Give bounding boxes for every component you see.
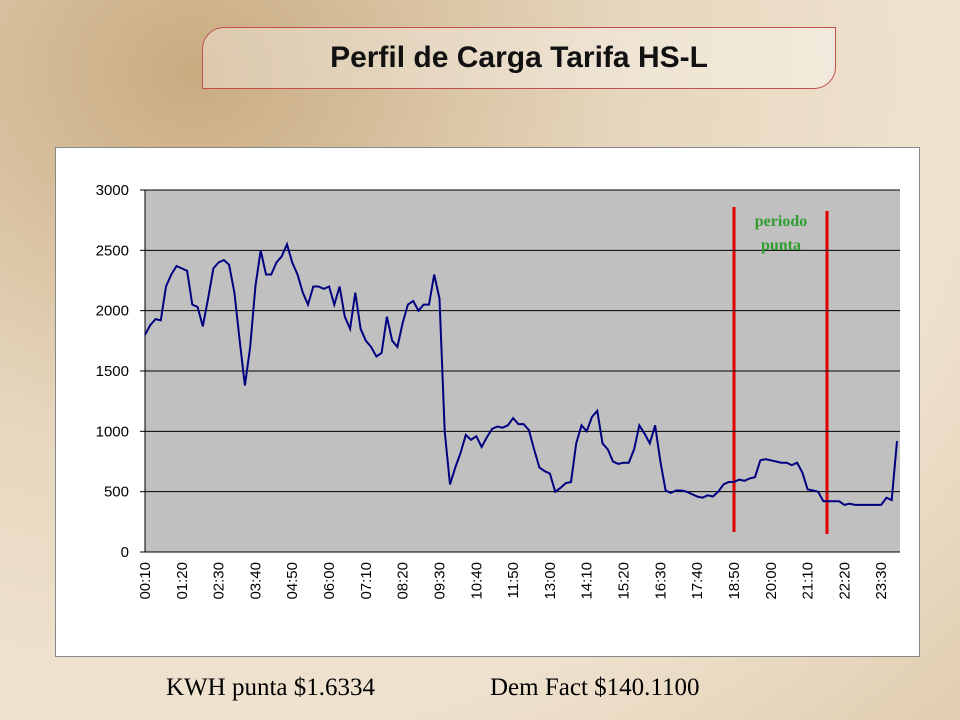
x-tick-label: 06:00 [321, 562, 338, 600]
x-tick-label: 15:20 [616, 562, 633, 600]
x-tick-label: 01:20 [174, 562, 191, 600]
y-tick-label: 2500 [96, 242, 129, 259]
y-tick-label: 500 [104, 484, 129, 501]
x-tick-label: 22:20 [836, 562, 853, 600]
annotation: periodo punta [754, 213, 808, 254]
x-tick-label: 09:30 [431, 562, 448, 600]
x-tick-label: 17:40 [689, 562, 706, 600]
x-tick-label: 20:00 [763, 562, 780, 600]
x-tick-label: 10:40 [468, 562, 485, 600]
x-tick-label: 07:10 [358, 562, 375, 600]
x-tick-label: 03:40 [247, 562, 264, 600]
x-tick-label: 23:30 [873, 562, 890, 600]
y-tick-label: 1000 [96, 423, 129, 440]
x-tick-label: 08:20 [395, 562, 412, 600]
footer-text: Dem Fact $140.1100 [490, 674, 700, 701]
data-line [144, 241, 898, 506]
x-tick-label: 14:10 [579, 562, 596, 600]
x-tick-label: 11:50 [505, 562, 522, 598]
x-tick-label: 18:50 [726, 562, 743, 600]
x-tick-label: 00:10 [137, 562, 154, 600]
y-tick-label: 0 [121, 544, 129, 561]
x-tick-label: 04:50 [284, 562, 301, 600]
footer-text: KWH punta $1.6334 [166, 674, 375, 701]
x-tick-label: 13:00 [542, 562, 559, 600]
chart-title: Perfil de Carga Tarifa HS-L [202, 27, 836, 89]
x-tick-label: 02:30 [211, 562, 228, 600]
x-tick-label: 21:10 [800, 562, 817, 600]
x-tick-label: 16:30 [652, 562, 669, 600]
y-tick-label: 3000 [96, 182, 129, 199]
y-tick-label: 1500 [96, 363, 129, 380]
y-tick-label: 2000 [96, 303, 129, 320]
